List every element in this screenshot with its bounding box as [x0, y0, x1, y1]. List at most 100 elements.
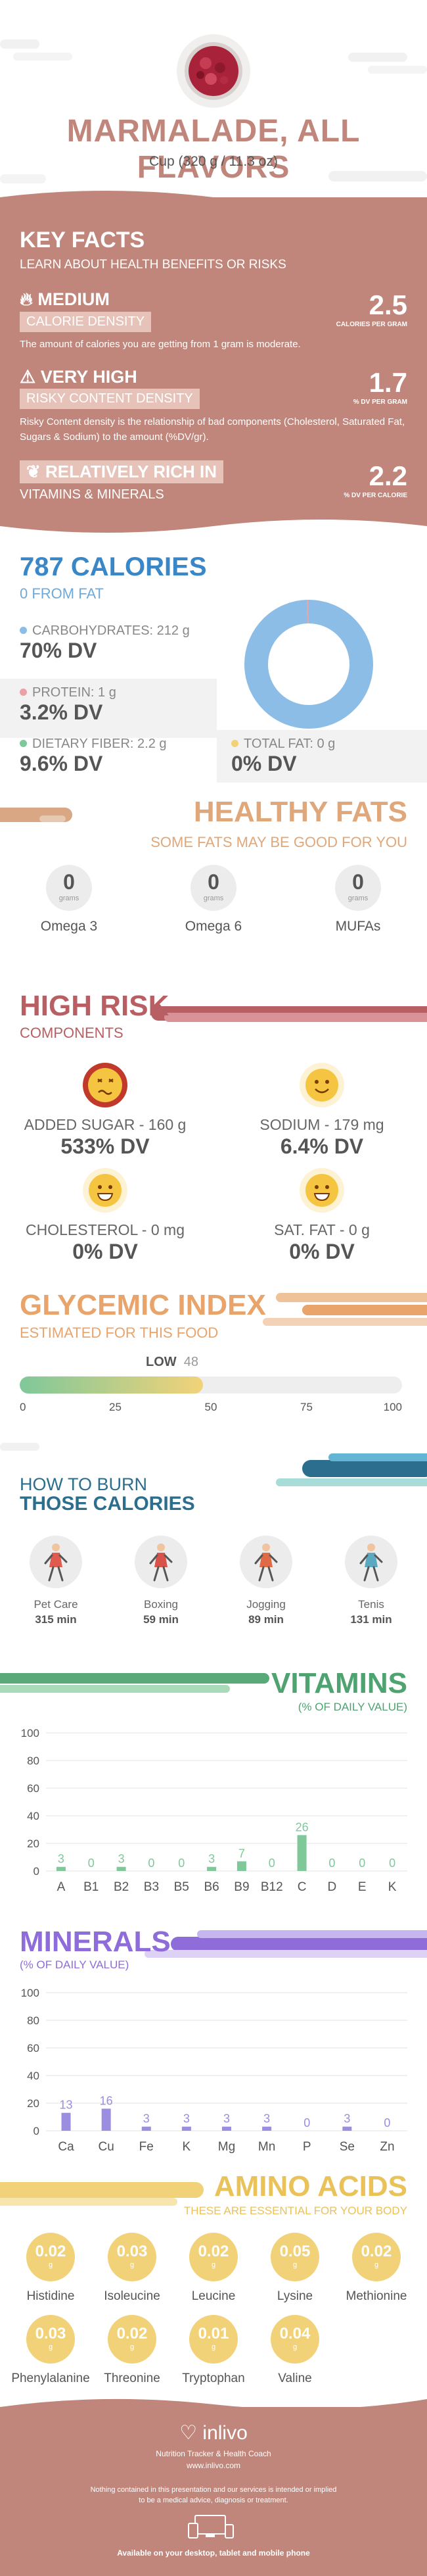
activity-time: 131 min [350, 1613, 392, 1626]
vitamin-value-label: 3 [208, 1853, 215, 1866]
fact-description: The amount of calories you are getting f… [20, 339, 301, 350]
mineral-ytick: 40 [27, 2070, 39, 2082]
vitamin-value-label: 0 [148, 1857, 154, 1870]
burn-title-2: THOSE CALORIES [20, 1493, 195, 1515]
risk-stripes [151, 1006, 427, 1022]
burn-title-1: HOW TO BURN [20, 1474, 148, 1494]
fat-value: 0 [63, 870, 75, 894]
page-title: MARMALADE, ALL FLAVORS [66, 114, 361, 185]
fat-unit: grams [348, 894, 369, 902]
mineral-bar [222, 2126, 231, 2131]
vitamin-value-label: 7 [238, 1847, 245, 1860]
nutrient-label: TOTAL FAT: 0 g [244, 737, 336, 751]
fats-stripes [0, 808, 72, 822]
burn-stripes [0, 1443, 427, 1486]
mineral-value-label: 3 [143, 2112, 150, 2126]
mineral-ytick: 80 [27, 2014, 39, 2027]
amino-value: 0.02 [35, 2243, 66, 2260]
amino-circle: 0.02 g [189, 2233, 238, 2281]
amino-value: 0.02 [361, 2243, 392, 2260]
amino-unit: g [374, 2261, 379, 2269]
glycemic-tick: 75 [300, 1401, 313, 1413]
vitamin-value-label: 3 [58, 1853, 64, 1866]
vitamin-value-label: 0 [88, 1857, 95, 1870]
disclaimer-2: to be a medical advice, diagnosis or tre… [139, 2496, 288, 2504]
activity-time: 89 min [248, 1613, 284, 1626]
amino-unit: g [211, 2343, 216, 2351]
risk-label: CHOLESTEROL - 0 mg [26, 1221, 185, 1238]
fact-name: VITAMINS & MINERALS [20, 487, 164, 502]
vitamin-value-label: 0 [389, 1857, 395, 1870]
amino-circle: 0.02 g [26, 2233, 75, 2281]
fact-unit: % DV PER GRAM [353, 399, 407, 406]
activity-time: 315 min [35, 1613, 77, 1626]
mineral-bar [141, 2126, 151, 2131]
devices-icon [188, 2515, 234, 2539]
nutrient-protein: PROTEIN: 1 g 3.2% DV [0, 679, 217, 738]
risk-dv: 0% DV [72, 1240, 138, 1263]
vitamin-category-label: B6 [204, 1880, 219, 1894]
vitamin-bar [207, 1866, 217, 1871]
website-link[interactable]: www.inlivo.com [186, 2461, 241, 2470]
mineral-stripes [145, 1930, 427, 1958]
glycemic-tick: 25 [109, 1401, 122, 1413]
high-risk-subtitle: COMPONENTS [20, 1025, 124, 1041]
vitamin-ytick: 100 [21, 1727, 39, 1739]
pet-care-icon [30, 1536, 82, 1588]
calories-from-fat: 0 FROM FAT [20, 585, 104, 602]
mineral-category-label: K [183, 2140, 191, 2154]
mineral-value-label: 3 [344, 2112, 350, 2126]
wave-top [0, 191, 427, 210]
mineral-category-label: Cu [99, 2140, 114, 2154]
mineral-bar [181, 2126, 191, 2131]
mineral-ytick: 100 [21, 1987, 39, 1999]
amino-title: AMINO ACIDS [214, 2170, 407, 2202]
nutrient-dv: 70% DV [20, 639, 97, 662]
mineral-bar [101, 2108, 111, 2131]
amino-label: Methionine [346, 2289, 407, 2303]
glycemic-ticks: 0 25 50 75 100 [20, 1401, 402, 1414]
mineral-category-label: Se [340, 2140, 355, 2154]
fact-vitamins-minerals: ❦ RELATIVELY RICH IN VITAMINS & MINERALS [20, 460, 296, 502]
mineral-value-label: 0 [303, 2116, 310, 2129]
amino-circle: 0.05 g [271, 2233, 319, 2281]
vitamin-ytick: 20 [27, 1837, 39, 1850]
fact-level: MEDIUM [37, 289, 110, 309]
mineral-bar [262, 2126, 272, 2131]
amino-label: Leucine [191, 2289, 236, 2303]
amino-label: Threonine [104, 2371, 160, 2385]
amino-unit: g [292, 2261, 298, 2269]
burn-activities: Pet Care 315 min Boxing 59 min Jogging 89 min… [0, 1536, 427, 1647]
fiber-dot-icon [20, 740, 27, 747]
amino-list: 0.02 g Histidine 0.03 g Isoleucine 0.02 g Leucin… [0, 2233, 427, 2397]
marmalade-jar-icon [177, 34, 250, 108]
glycemic-tick: 0 [20, 1401, 26, 1413]
high-risk-title: HIGH RISK [20, 990, 169, 1022]
grin-face-icon [300, 1168, 344, 1213]
decor-stripes [0, 39, 427, 183]
minerals-title: MINERALS [20, 1926, 171, 1958]
amino-circle: 0.02 g [352, 2233, 401, 2281]
mineral-bar [342, 2126, 352, 2131]
high-risk-list: ADDED SUGAR - 160 g 533% DV SODIUM - 179 m… [0, 1062, 427, 1273]
fact-value-box: 2.5 CALORIES PER GRAM [289, 289, 407, 328]
fact-value: 2.2 [369, 460, 407, 491]
mineral-category-label: Mn [258, 2140, 275, 2154]
vitamin-value-label: 0 [269, 1857, 275, 1870]
glycemic-stripes [263, 1293, 427, 1326]
minerals-bar-chart: 0 20 40 60 80 100 13 Ca 16 Cu 3 Fe 3 K 3 Mg 3 Mn 0 P 3 Se 0 Zn [21, 1987, 407, 2154]
vitamin-category-label: B12 [261, 1880, 283, 1894]
vitamin-category-label: B3 [144, 1880, 159, 1894]
vitamin-stripes [0, 1673, 269, 1693]
risk-label: SODIUM - 179 mg [259, 1116, 384, 1133]
activity-label: Tenis [358, 1598, 384, 1611]
fat-unit: grams [203, 894, 224, 902]
amino-circle: 0.03 g [108, 2233, 156, 2281]
fact-name: RISKY CONTENT DENSITY [20, 389, 200, 409]
vitamin-value-label: 3 [118, 1853, 125, 1866]
vitamin-bar [116, 1866, 126, 1871]
vitamin-ytick: 60 [27, 1782, 39, 1795]
mineral-category-label: Fe [139, 2140, 154, 2154]
amino-unit: g [129, 2261, 135, 2269]
fat-circle: 0 grams [335, 865, 381, 911]
